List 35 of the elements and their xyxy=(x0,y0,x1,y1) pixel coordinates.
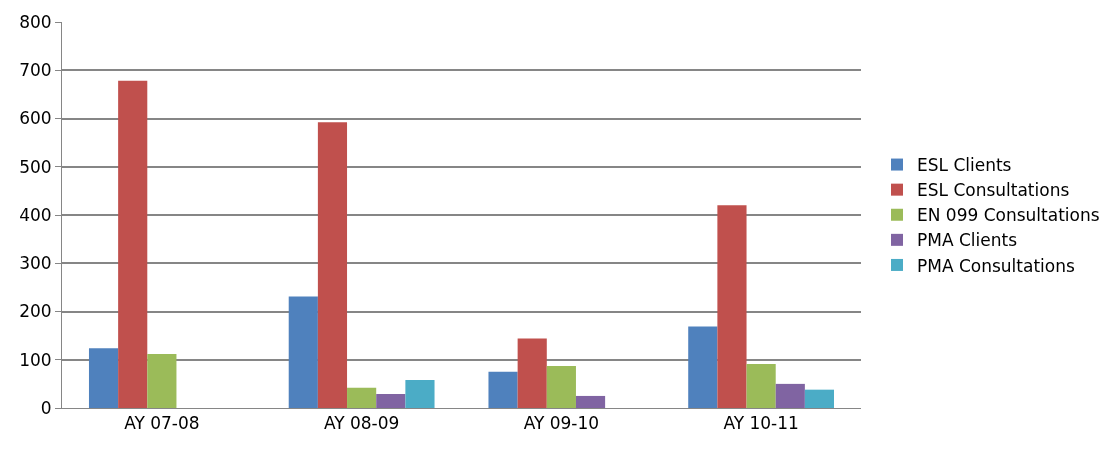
bar xyxy=(488,371,518,408)
bar xyxy=(575,395,606,408)
bar xyxy=(147,353,177,408)
bar xyxy=(317,122,348,408)
bar xyxy=(746,364,776,408)
bar xyxy=(546,366,576,408)
y-tick-label: 700 xyxy=(19,60,52,81)
y-tick-label: 500 xyxy=(19,156,52,177)
x-tick-label: AY 08-09 xyxy=(323,413,400,434)
legend-label: ESL Clients xyxy=(916,155,1012,176)
x-tick-label: AY 09-10 xyxy=(523,413,600,434)
legend-label: ESL Consultations xyxy=(916,180,1070,201)
y-tick-label: 0 xyxy=(40,397,52,418)
bar xyxy=(688,326,718,408)
y-tick-label: 200 xyxy=(19,301,52,322)
bar xyxy=(118,80,148,408)
y-tick-label: 400 xyxy=(19,204,52,225)
x-tick-label: AY 07-08 xyxy=(124,413,200,434)
legend-label: PMA Consultations xyxy=(916,255,1075,276)
bar xyxy=(517,338,547,408)
bar xyxy=(288,296,318,408)
y-tick-label: 300 xyxy=(19,253,52,274)
bar xyxy=(405,380,435,408)
legend-label: EN 099 Consultations xyxy=(916,205,1100,226)
bar xyxy=(804,389,835,408)
bar xyxy=(775,383,805,408)
bar xyxy=(376,394,406,408)
bar xyxy=(88,348,119,408)
y-tick-label: 100 xyxy=(19,349,52,370)
bar xyxy=(717,205,747,408)
x-tick-label: AY 10-11 xyxy=(723,413,799,434)
y-tick-label: 600 xyxy=(19,108,52,129)
legend-label: PMA Clients xyxy=(916,230,1018,251)
y-tick-label: 800 xyxy=(19,11,52,32)
bar xyxy=(347,387,377,408)
